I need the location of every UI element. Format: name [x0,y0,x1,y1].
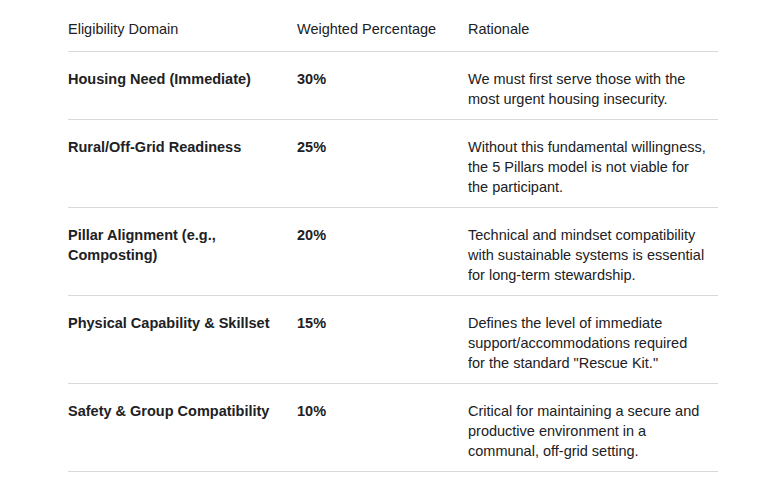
header-cell-weighted-percentage: Weighted Percentage [297,0,468,51]
cell-domain: Housing Need (Immediate) [68,52,297,99]
header-cell-eligibility-domain: Eligibility Domain [68,0,297,51]
cell-domain: Pillar Alignment (e.g., Composting) [68,208,297,275]
cell-rationale: Technical and mindset compatibility with… [468,208,718,295]
header-cell-rationale: Rationale [468,0,718,51]
table-row: Pillar Alignment (e.g., Composting) 20% … [68,208,718,296]
cell-rationale: Without this fundamental willingness, th… [468,120,718,207]
table-row: Housing Need (Immediate) 30% We must fir… [68,52,718,120]
cell-rationale: Defines the level of immediate support/a… [468,296,718,383]
table-row: Physical Capability & Skillset 15% Defin… [68,296,718,384]
table-row: Rural/Off-Grid Readiness 25% Without thi… [68,120,718,208]
table-row: Safety & Group Compatibility 10% Critica… [68,384,718,472]
cell-weight: 10% [297,384,468,431]
cell-rationale: Critical for maintaining a secure and pr… [468,384,718,471]
cell-rationale: We must first serve those with the most … [468,52,718,119]
cell-weight: 25% [297,120,468,167]
cell-domain: Physical Capability & Skillset [68,296,297,343]
cell-domain: Safety & Group Compatibility [68,384,297,431]
cell-weight: 30% [297,52,468,99]
cell-domain: Rural/Off-Grid Readiness [68,120,297,167]
table-header-row: Eligibility Domain Weighted Percentage R… [68,0,718,52]
cell-weight: 15% [297,296,468,343]
cell-weight: 20% [297,208,468,255]
eligibility-weighting-table: Eligibility Domain Weighted Percentage R… [68,0,718,472]
